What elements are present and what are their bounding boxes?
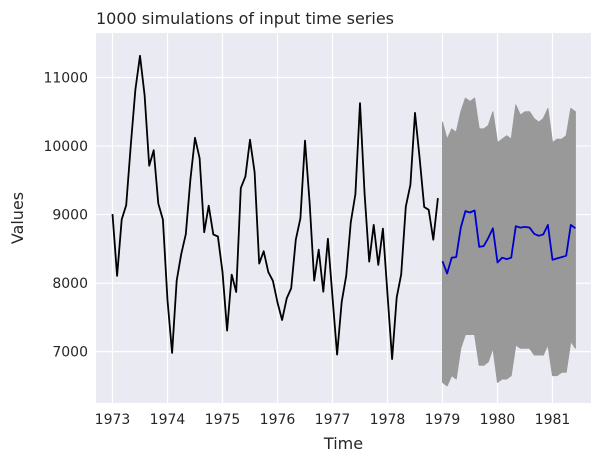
tick-label-layer: 1973 1974 1975 1976 1977 1978 1979 1980 1981 7000… bbox=[43, 71, 570, 428]
series-layer bbox=[111, 54, 576, 360]
y-tick-label-0: 7000 bbox=[52, 345, 88, 361]
y-tick-label-3: 10000 bbox=[43, 139, 88, 155]
chart-title: 1000 simulations of input time series bbox=[96, 9, 394, 28]
x-tick-label-5: 1978 bbox=[370, 412, 406, 428]
x-tick-label-1: 1974 bbox=[150, 412, 186, 428]
y-tick-label-1: 8000 bbox=[52, 276, 88, 292]
x-tick-label-3: 1976 bbox=[260, 412, 296, 428]
x-tick-label-8: 1981 bbox=[535, 412, 571, 428]
y-tick-label-2: 9000 bbox=[52, 208, 88, 224]
y-axis-label: Values bbox=[8, 192, 27, 244]
simulations-layer bbox=[442, 97, 576, 387]
x-tick-label-6: 1979 bbox=[425, 412, 461, 428]
x-tick-label-7: 1980 bbox=[480, 412, 516, 428]
x-tick-label-2: 1975 bbox=[205, 412, 241, 428]
simulation-band bbox=[442, 97, 576, 387]
y-tick-label-4: 11000 bbox=[43, 71, 88, 87]
mean-line bbox=[441, 209, 576, 275]
x-tick-label-4: 1977 bbox=[315, 412, 351, 428]
history-line bbox=[111, 54, 439, 360]
x-axis-label: Time bbox=[323, 434, 363, 453]
x-tick-label-0: 1973 bbox=[95, 412, 131, 428]
